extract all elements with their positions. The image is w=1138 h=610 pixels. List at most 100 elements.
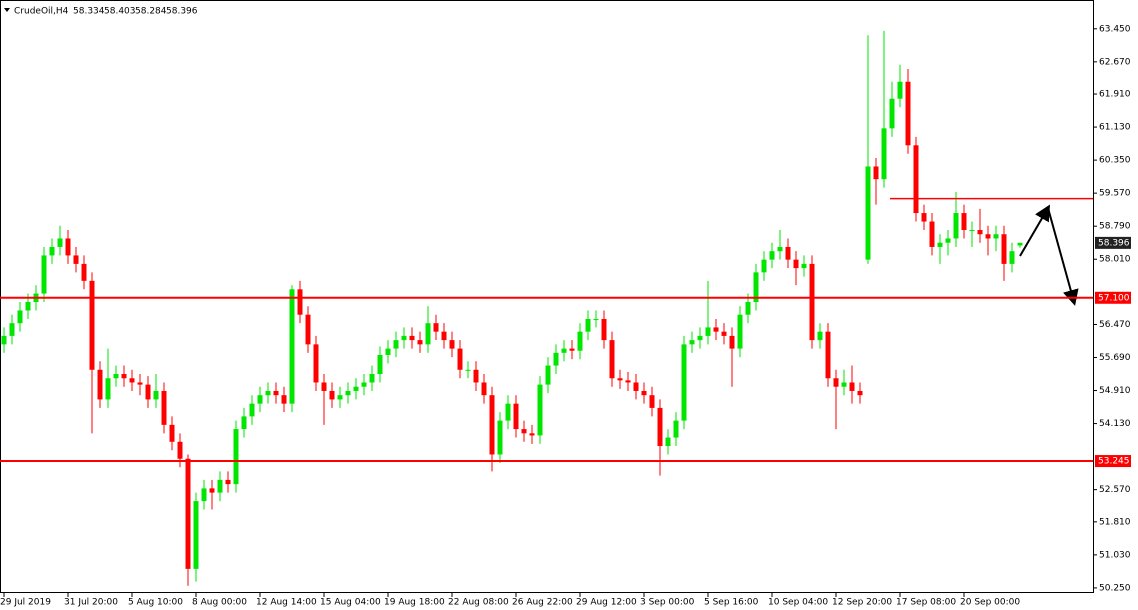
x-tick-label: 17 Sep 08:00 xyxy=(896,598,956,608)
menu-triangle[interactable] xyxy=(4,8,10,12)
candle-body xyxy=(241,416,247,430)
candle-body xyxy=(497,420,503,455)
candle-body xyxy=(817,331,823,341)
x-tick-label: 8 Aug 00:00 xyxy=(192,598,247,608)
candle-body xyxy=(521,429,527,434)
candle-body xyxy=(753,272,759,303)
candle-body xyxy=(657,407,663,447)
x-tick-label: 5 Sep 16:00 xyxy=(704,598,759,608)
candle-body xyxy=(345,390,351,396)
candle-body xyxy=(945,238,951,243)
x-tick-label: 20 Sep 00:00 xyxy=(960,598,1020,608)
candle-body xyxy=(177,441,183,459)
x-tick-label: 29 Jul 2019 xyxy=(0,598,51,608)
candle-body xyxy=(761,259,767,273)
y-tick-label: 63.450 xyxy=(1099,24,1131,34)
candle-body xyxy=(841,382,847,387)
candle-body xyxy=(809,263,815,341)
candle-body xyxy=(153,390,159,400)
candle-body xyxy=(97,369,103,400)
y-tick-label: 54.910 xyxy=(1099,386,1131,396)
candle-body xyxy=(457,348,463,370)
last-price-label: 58.396 xyxy=(1098,238,1130,248)
candle-body xyxy=(193,501,199,569)
candle-body xyxy=(1009,251,1015,264)
candle-body xyxy=(393,340,399,349)
candle-body xyxy=(297,289,303,315)
x-tick-label: 3 Sep 00:00 xyxy=(640,598,695,608)
y-tick-label: 58.790 xyxy=(1099,222,1131,232)
candle-body xyxy=(649,395,655,408)
x-tick-label: 29 Aug 12:00 xyxy=(576,598,637,608)
candle-body xyxy=(121,374,127,379)
candle-body xyxy=(137,382,143,385)
candle-body xyxy=(513,403,519,430)
y-tick-label: 50.250 xyxy=(1099,583,1131,593)
candle-body xyxy=(833,378,839,387)
candle-body xyxy=(129,378,135,383)
level-tag xyxy=(1095,291,1131,304)
x-tick-label: 10 Sep 04:00 xyxy=(768,598,828,608)
candle-body xyxy=(41,255,47,294)
candle-body xyxy=(953,213,959,239)
level-tag xyxy=(1095,455,1131,468)
y-tick-label: 61.130 xyxy=(1099,123,1131,133)
x-tick-label: 19 Aug 18:00 xyxy=(384,598,445,608)
candle-body xyxy=(417,340,423,345)
plot-frame xyxy=(0,0,1094,593)
x-tick-label: 15 Aug 04:00 xyxy=(320,598,381,608)
x-tick-label: 12 Aug 14:00 xyxy=(256,598,317,608)
y-tick-label: 60.350 xyxy=(1099,156,1131,166)
candle-body xyxy=(89,280,95,370)
candle-body xyxy=(913,145,919,214)
candle-body xyxy=(785,246,791,260)
candle-body xyxy=(721,331,727,336)
candle-body xyxy=(825,331,831,379)
x-tick-label: 22 Aug 08:00 xyxy=(448,598,509,608)
candle-body xyxy=(961,213,967,230)
candle-body xyxy=(185,458,191,569)
y-tick-label: 62.670 xyxy=(1099,57,1131,67)
candle-body xyxy=(545,365,551,385)
candle-body xyxy=(489,395,495,455)
candle-body xyxy=(441,331,447,341)
candle-body xyxy=(769,251,775,260)
level-label: 57.100 xyxy=(1098,293,1130,303)
y-tick-label: 55.690 xyxy=(1099,353,1131,363)
candle-body xyxy=(25,302,31,311)
candle-body xyxy=(577,331,583,351)
candle-body xyxy=(713,327,719,332)
candle-body xyxy=(505,403,511,421)
candle-body xyxy=(329,390,335,400)
symbol: CrudeOil,H4 xyxy=(14,7,69,17)
candle-body xyxy=(881,128,887,180)
candle-body xyxy=(209,488,215,493)
candle-body xyxy=(737,314,743,349)
candle-body xyxy=(641,390,647,396)
candle-body xyxy=(793,259,799,269)
candle-body xyxy=(553,352,559,366)
candle-body xyxy=(745,302,751,315)
candle-body xyxy=(289,289,295,404)
candle-body xyxy=(281,395,287,404)
candle-body xyxy=(561,348,567,353)
candle-body xyxy=(697,335,703,341)
header-open: 58.334 xyxy=(73,7,105,17)
candle-body xyxy=(425,323,431,345)
candle-body xyxy=(593,318,599,320)
last-price-tag xyxy=(1095,236,1131,249)
candle-body xyxy=(465,369,471,371)
candle-body xyxy=(537,384,543,436)
candle-body xyxy=(145,384,151,400)
candle-body xyxy=(81,263,87,281)
candle-body xyxy=(249,403,255,417)
candle-body xyxy=(321,382,327,391)
candle-body xyxy=(969,229,975,231)
candle-body xyxy=(401,335,407,341)
candle-body xyxy=(777,246,783,252)
level-label: 53.245 xyxy=(1098,457,1130,467)
candle-body xyxy=(225,479,231,485)
candle-body xyxy=(993,234,999,239)
header-high: 58.403 xyxy=(104,7,136,17)
arrow-down xyxy=(1047,207,1079,306)
